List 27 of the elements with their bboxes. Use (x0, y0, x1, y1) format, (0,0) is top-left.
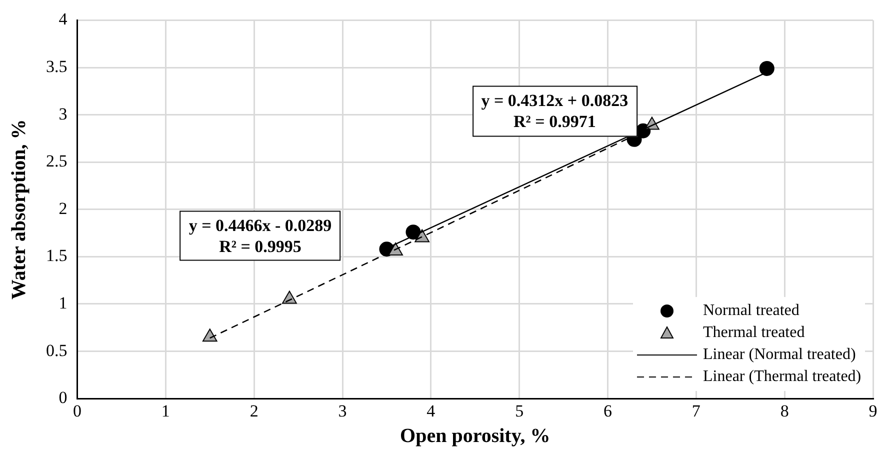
y-tick-label: 2 (58, 198, 68, 218)
x-tick-label: 9 (868, 401, 878, 420)
x-tick-label: 4 (426, 401, 436, 420)
y-axis-title: Water absorption, % (8, 119, 30, 300)
legend-label: Normal treated (703, 302, 800, 320)
legend-label: Linear (Normal treated) (703, 346, 856, 364)
x-tick-label: 6 (604, 401, 612, 420)
legend-label: Linear (Thermal treated) (703, 368, 862, 386)
x-tick-label: 8 (780, 401, 789, 420)
y-tick-label: 0.5 (46, 340, 68, 360)
y-tick-label: 1 (58, 293, 68, 312)
x-tick-label: 5 (515, 401, 524, 420)
y-tick-label: 3.5 (46, 56, 68, 76)
y-tick-label: 1.5 (46, 246, 68, 266)
x-tick-label: 3 (338, 401, 347, 420)
y-tick-label: 2.5 (46, 152, 68, 171)
legend-label: Thermal treated (703, 324, 805, 342)
annotation: y = 0.4466x - 0.0289 R² = 0.9995 (180, 210, 341, 262)
x-axis-title: Open porosity, % (400, 425, 550, 448)
x-tick-label: 7 (692, 401, 701, 420)
y-tick-label: 0 (58, 388, 68, 408)
y-tick-label: 3 (58, 104, 68, 124)
x-tick-label: 2 (250, 401, 258, 420)
annotation: y = 0.4312x + 0.0823 R² = 0.9971 (472, 86, 638, 136)
x-tick-label: 0 (73, 401, 82, 420)
x-tick-label: 1 (161, 401, 170, 420)
y-tick-label: 4 (58, 10, 68, 29)
